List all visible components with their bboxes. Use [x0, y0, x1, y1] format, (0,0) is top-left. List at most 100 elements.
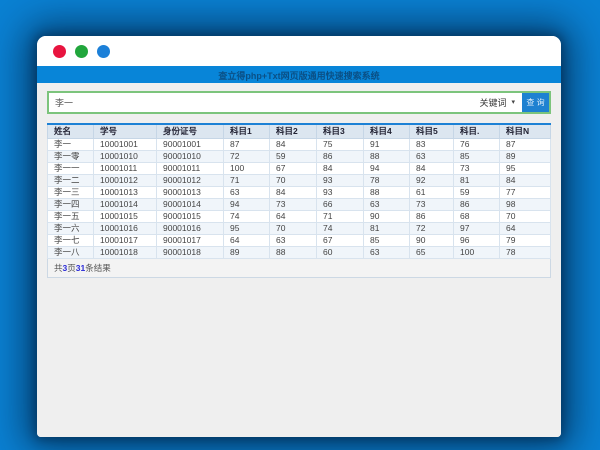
- table-cell: 李一七: [47, 234, 94, 247]
- column-header: 学号: [93, 123, 157, 139]
- table-cell: 90001017: [156, 234, 224, 247]
- search-button[interactable]: 查 询: [522, 93, 549, 112]
- table-cell: 10001013: [93, 186, 157, 199]
- table-cell: 64: [269, 210, 317, 223]
- search-input[interactable]: [49, 93, 473, 112]
- table-cell: 84: [409, 162, 454, 175]
- chevron-down-icon: ▾: [511, 99, 515, 106]
- table-cell: 59: [269, 150, 317, 163]
- table-cell: 90001014: [156, 198, 224, 211]
- table-cell: 10001014: [93, 198, 157, 211]
- table-cell: 63: [223, 186, 270, 199]
- table-cell: 97: [453, 222, 500, 235]
- table-cell: 90001013: [156, 186, 224, 199]
- table-header-row: 姓名 学号 身份证号 科目1 科目2 科目3 科目4 科目5 科目. 科目N: [47, 123, 551, 139]
- table-cell: 李一八: [47, 246, 94, 259]
- table-cell: 73: [409, 198, 454, 211]
- table-cell: 88: [363, 186, 410, 199]
- table-cell: 95: [223, 222, 270, 235]
- browser-window: 查立得php+Txt网页版通用快速搜索系统 关键词 ▾ 查 询 姓名学号身份证号…: [37, 36, 561, 437]
- table-cell: 84: [269, 138, 317, 151]
- table-cell: 96: [453, 234, 500, 247]
- table-cell: 72: [409, 222, 454, 235]
- table-cell: 76: [453, 138, 500, 151]
- table-row: 李一七 10001017 90001017 64 63 67 85 90 96 79: [47, 234, 551, 247]
- table-cell: 100: [453, 246, 500, 259]
- table-row: 李一二 10001012 90001012 71 70 93 78 92 81 84: [47, 174, 551, 187]
- table-cell: 81: [363, 222, 410, 235]
- minimize-window-dot[interactable]: [75, 44, 88, 58]
- table-row: 李一五 10001015 90001015 74 64 71 90 86 68 70: [47, 210, 551, 223]
- results-table: 姓名 学号 身份证号 科目1 科目2 科目3 科目4 科目5 科目. 科目N 李一 10001001…: [47, 123, 551, 259]
- table-cell: 81: [453, 174, 500, 187]
- summary-result-count: 31: [75, 263, 86, 273]
- table-cell: 李一: [47, 138, 94, 151]
- table-cell: 90: [409, 234, 454, 247]
- table-cell: 李一零: [47, 150, 94, 163]
- table-cell: 79: [499, 234, 551, 247]
- table-cell: 89: [499, 150, 551, 163]
- maximize-window-dot[interactable]: [97, 44, 110, 58]
- table-cell: 李一三: [47, 186, 94, 199]
- table-cell: 70: [499, 210, 551, 223]
- summary-suffix: 条结果: [85, 263, 111, 273]
- table-cell: 60: [316, 246, 364, 259]
- table-cell: 70: [269, 222, 317, 235]
- table-cell: 10001015: [93, 210, 157, 223]
- table-cell: 93: [316, 174, 364, 187]
- table-cell: 90001011: [156, 162, 224, 175]
- table-row: 李一一 10001011 90001011 100 67 84 94 84 73 95: [47, 162, 551, 175]
- table-cell: 95: [499, 162, 551, 175]
- table-cell: 83: [409, 138, 454, 151]
- table-cell: 72: [223, 150, 270, 163]
- table-cell: 李一一: [47, 162, 94, 175]
- close-window-dot[interactable]: [53, 44, 66, 58]
- summary-prefix: 共: [54, 263, 63, 273]
- table-cell: 63: [409, 150, 454, 163]
- table-cell: 86: [316, 150, 364, 163]
- table-cell: 59: [453, 186, 500, 199]
- column-header: 科目1: [223, 123, 270, 139]
- column-header: 科目.: [453, 123, 500, 139]
- table-cell: 75: [316, 138, 364, 151]
- table-cell: 86: [409, 210, 454, 223]
- table-cell: 92: [409, 174, 454, 187]
- app-title-bar: 查立得php+Txt网页版通用快速搜索系统: [37, 66, 561, 83]
- table-cell: 10001018: [93, 246, 157, 259]
- table-cell: 84: [269, 186, 317, 199]
- table-cell: 84: [499, 174, 551, 187]
- app-title: 查立得php+Txt网页版通用快速搜索系统: [218, 71, 380, 81]
- page-content: 关键词 ▾ 查 询 姓名学号身份证号科目1科目2科目3科目4科目5科目.科目N …: [37, 83, 561, 437]
- table-cell: 74: [223, 210, 270, 223]
- table-cell: 89: [223, 246, 270, 259]
- table-row: 李一八 10001018 90001018 89 88 60 63 65 100 78: [47, 246, 551, 259]
- table-cell: 87: [223, 138, 270, 151]
- table-cell: 90001015: [156, 210, 224, 223]
- table-cell: 10001011: [93, 162, 157, 175]
- table-cell: 李一二: [47, 174, 94, 187]
- table-cell: 98: [499, 198, 551, 211]
- table-row: 李一四 10001014 90001014 94 73 66 63 73 86 98: [47, 198, 551, 211]
- table-cell: 10001010: [93, 150, 157, 163]
- column-header: 身份证号: [156, 123, 224, 139]
- table-row: 李一三 10001013 90001013 63 84 93 88 61 59 77: [47, 186, 551, 199]
- column-header: 科目3: [316, 123, 364, 139]
- window-chrome: [37, 36, 561, 66]
- table-cell: 90001018: [156, 246, 224, 259]
- table-cell: 90001016: [156, 222, 224, 235]
- table-cell: 73: [269, 198, 317, 211]
- table-cell: 65: [409, 246, 454, 259]
- table-cell: 90: [363, 210, 410, 223]
- summary-pages-word: 页: [67, 263, 76, 273]
- search-type-select[interactable]: 关键词 ▾: [472, 93, 522, 112]
- table-cell: 88: [363, 150, 410, 163]
- table-cell: 93: [316, 186, 364, 199]
- table-cell: 94: [363, 162, 410, 175]
- table-cell: 74: [316, 222, 364, 235]
- table-cell: 73: [453, 162, 500, 175]
- table-cell: 88: [269, 246, 317, 259]
- table-cell: 64: [499, 222, 551, 235]
- column-header: 科目N: [499, 123, 551, 139]
- table-row: 李一六 10001016 90001016 95 70 74 81 72 97 64: [47, 222, 551, 235]
